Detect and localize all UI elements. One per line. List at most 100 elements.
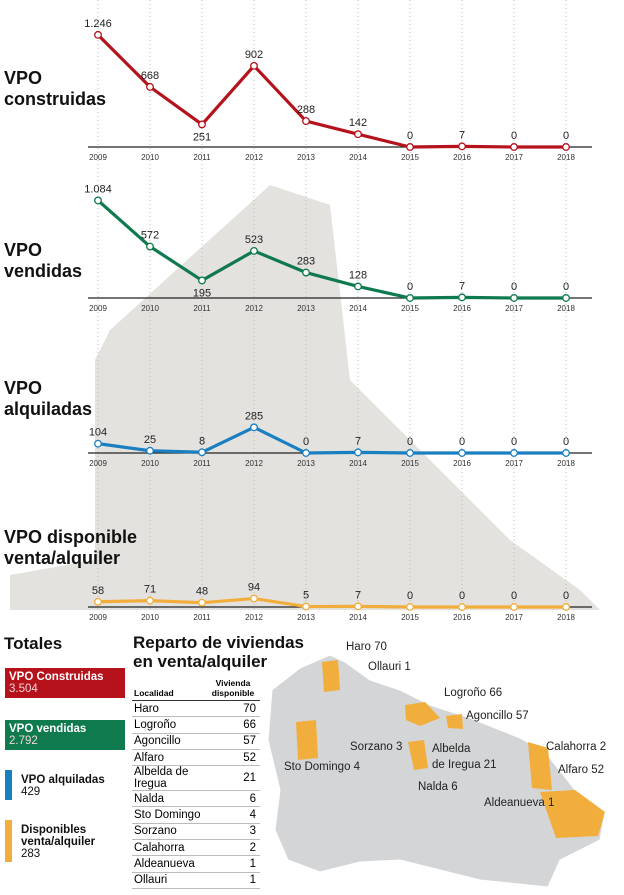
table-row: Haro 70	[132, 700, 260, 718]
cell: 2	[206, 839, 260, 857]
data-label: 7	[355, 435, 361, 447]
total-label: VPO Construidas	[9, 671, 104, 683]
data-label: 8	[199, 435, 205, 447]
table-row: Sto Domingo 4	[132, 806, 260, 824]
point	[562, 143, 570, 151]
total-label: VPO vendidas	[9, 723, 87, 735]
x-tick-label: 2014	[349, 153, 367, 162]
x-tick-label: 2016	[453, 304, 471, 313]
line	[97, 425, 566, 455]
point	[406, 143, 414, 151]
x-tick-label: 2009	[89, 459, 107, 468]
point	[406, 603, 414, 611]
cell: 66	[206, 716, 260, 734]
cell: 3	[206, 823, 260, 841]
cell: Alfaro	[132, 749, 206, 767]
data-label: 0	[407, 436, 413, 448]
cell: Sto Domingo	[132, 806, 206, 824]
x-tick-label: 2009	[89, 613, 107, 622]
data-label: 251	[193, 131, 211, 143]
table-row: Sorzano 3	[132, 823, 260, 841]
data-label: 25	[144, 434, 156, 446]
total-value: 429	[21, 786, 41, 798]
data-label: 0	[563, 436, 569, 448]
table-row: Alfaro 52	[132, 749, 260, 767]
cell: Haro	[132, 700, 206, 718]
data-label: 0	[511, 590, 517, 602]
table: Localidad Vivienda disponible Haro 70 Logr…	[132, 678, 260, 889]
data-label: 104	[89, 427, 107, 439]
data-label: 0	[303, 436, 309, 448]
x-tick-label: 2011	[193, 613, 211, 622]
chart-title: VPO vendidas	[4, 240, 83, 281]
data-label: 1.084	[84, 183, 112, 195]
cell: Ollauri	[132, 872, 206, 889]
data-label: 0	[459, 590, 465, 602]
x-tick-label: 2015	[401, 304, 419, 313]
x-tick-label: 2018	[557, 459, 575, 468]
map-label: Nalda 6	[418, 781, 458, 793]
point	[146, 446, 154, 455]
data-label: 7	[459, 129, 465, 141]
point	[146, 596, 154, 605]
point	[458, 603, 466, 611]
cell: 1	[206, 855, 260, 873]
data-label: 0	[511, 436, 517, 448]
data-label: 5	[303, 590, 309, 602]
cell: 4	[206, 806, 260, 824]
cell: 6	[206, 790, 260, 808]
point	[94, 439, 102, 448]
x-tick-label: 2015	[401, 153, 419, 162]
x-tick-label: 2018	[557, 153, 575, 162]
map-label: Alfaro 52	[558, 764, 604, 776]
cell: Nalda	[132, 790, 206, 808]
point	[562, 603, 570, 611]
point	[354, 448, 362, 457]
point	[302, 602, 310, 611]
x-tick-label: 2011	[193, 153, 211, 162]
point	[250, 61, 258, 70]
point	[250, 594, 258, 603]
data-label: 0	[511, 281, 517, 293]
point	[510, 449, 518, 457]
data-label: 572	[141, 230, 159, 242]
point	[406, 449, 414, 457]
map-label: de Iregua 21	[432, 759, 497, 771]
cell: 21	[206, 765, 260, 792]
cell: 57	[206, 733, 260, 750]
table-row: Logroño 66	[132, 716, 260, 734]
map-highlights	[296, 660, 605, 838]
x-tick-label: 2012	[245, 153, 263, 162]
data-label: 0	[407, 590, 413, 602]
total-value: 2.792	[9, 735, 38, 747]
x-tick-label: 2013	[297, 153, 315, 162]
x-tick-label: 2009	[89, 304, 107, 313]
point	[458, 142, 466, 151]
total-box: VPO alquiladas 429	[5, 770, 133, 800]
point	[198, 448, 206, 457]
data-label: 58	[92, 585, 104, 597]
x-tick-label: 2011	[193, 304, 211, 313]
line	[96, 33, 566, 149]
x-tick-label: 2014	[349, 459, 367, 468]
map-label: Haro 70	[346, 641, 387, 653]
point	[562, 294, 570, 302]
cell: 52	[206, 749, 260, 767]
point	[354, 602, 362, 611]
point	[354, 282, 362, 291]
point	[510, 294, 518, 302]
total-box: VPO vendidas 2.792	[5, 720, 125, 750]
x-tick-label: 2017	[505, 613, 523, 622]
map-label: Calahorra 2	[546, 741, 606, 753]
data-label: 94	[248, 582, 260, 594]
map-label: Logroño 66	[444, 687, 502, 699]
x-tick-label: 2013	[297, 304, 315, 313]
map-label: Albelda	[432, 743, 471, 755]
data-label: 128	[349, 269, 367, 281]
x-tick-label: 2011	[193, 459, 211, 468]
map-label: Sorzano 3	[350, 741, 402, 753]
table-row: Agoncillo 57	[132, 733, 260, 750]
x-tick-label: 2012	[245, 304, 263, 313]
total-value: 283	[21, 848, 41, 860]
